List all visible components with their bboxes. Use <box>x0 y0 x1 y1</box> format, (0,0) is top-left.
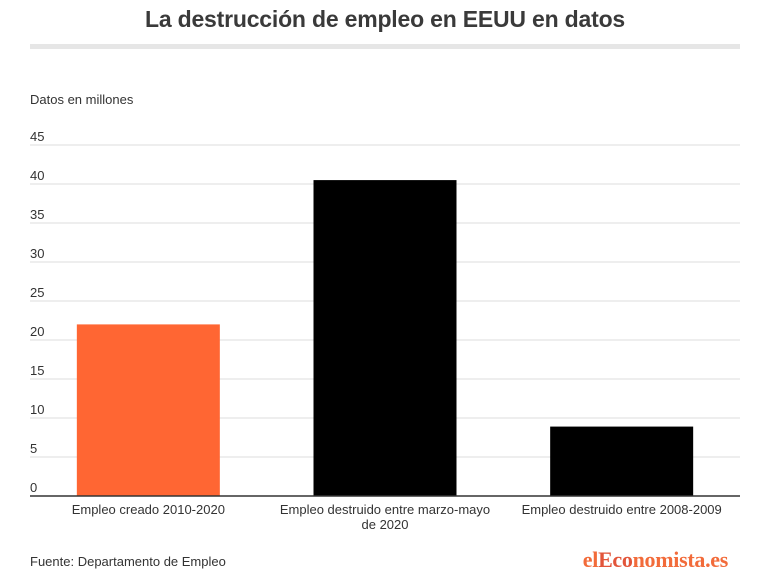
x-category-label: Empleo destruido entre 2008-2009 <box>522 502 722 517</box>
unit-label: Datos en millones <box>30 92 134 107</box>
y-tick-label: 0 <box>30 480 37 495</box>
y-tick-label: 5 <box>30 441 37 456</box>
brand-logo: elEconomista.es <box>582 547 729 572</box>
bar <box>550 426 694 496</box>
y-tick-label: 25 <box>30 285 44 300</box>
chart-title: La destrucción de empleo en EEUU en dato… <box>144 6 626 32</box>
title-divider <box>30 44 740 49</box>
bar <box>313 180 457 496</box>
y-tick-label: 45 <box>30 129 44 144</box>
y-tick-label: 20 <box>30 324 44 339</box>
y-tick-label: 30 <box>30 246 44 261</box>
x-category-label: de 2020 <box>362 517 409 532</box>
y-tick-label: 10 <box>30 402 44 417</box>
y-tick-label: 15 <box>30 363 44 378</box>
y-tick-label: 40 <box>30 168 44 183</box>
y-tick-label: 35 <box>30 207 44 222</box>
x-category-label: Empleo destruido entre marzo-mayo <box>280 502 490 517</box>
bar <box>76 324 220 496</box>
source-note: Fuente: Departamento de Empleo <box>30 554 226 569</box>
x-category-label: Empleo creado 2010-2020 <box>72 502 225 517</box>
bar-chart: 0 5 10 15 20 25 30 35 40 45 Empleo creado 2010-202… <box>30 129 740 532</box>
